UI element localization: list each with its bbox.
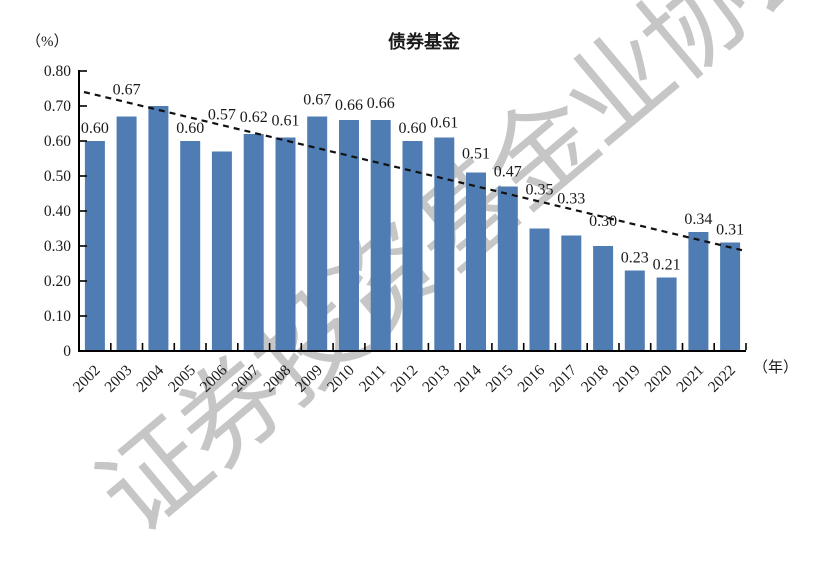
x-tick-label-2014: 2014 [451,362,485,396]
bar-2009 [307,116,328,351]
bar-2008 [275,137,296,351]
bar-value-label-2002: 0.60 [81,120,109,137]
x-axis-unit-label: （年） [753,360,799,376]
bar-2006 [211,151,232,351]
bar-2021 [688,232,709,351]
bar-chart-canvas: 0.600.670.600.57 0.62 0.610.67 0.66 0.660.60… [44,63,747,396]
y-axis-unit-label: （%） [26,34,69,50]
bar-value-label-2007: 0.62 [240,109,268,126]
y-tick-label: 0.70 [44,98,71,115]
bar-value-label-2018: 0.30 [589,213,617,230]
x-tick-label-2012: 2012 [387,362,421,396]
y-tick-label: 0 [63,343,71,360]
bar-2012 [402,141,423,351]
bar-value-label-2017: 0.33 [557,191,585,208]
bar-value-label-2021: 0.34 [684,211,712,228]
x-tick-label-2013: 2013 [419,362,453,396]
bar-2010 [339,120,359,351]
bar-value-label-2022: 0.31 [716,222,744,239]
bar-value-label-2019: 0.23 [621,250,649,267]
x-tick-label-2008: 2008 [260,362,294,396]
bar-2004 [148,106,169,351]
bar-value-label-2016: 0.35 [526,182,554,199]
x-tick-label-2016: 2016 [514,362,548,396]
bar-value-label-2013: 0.61 [430,115,458,132]
bar-2005 [180,141,201,351]
x-tick-label-2002: 2002 [70,362,104,396]
x-tick-label-2019: 2019 [610,362,644,396]
bar-2003 [116,116,137,351]
bar-value-label-2011: 0.66 [367,95,395,112]
bar-value-label-2014: 0.51 [462,146,490,163]
x-tick-label-2022: 2022 [705,362,739,396]
y-tick-label: 0.50 [44,168,71,185]
x-tick-label-2009: 2009 [292,362,326,396]
bar-value-label-2006: 0.57 [208,107,236,124]
bar-2016 [529,228,550,351]
x-tick-label-2003: 2003 [101,362,135,396]
bar-value-label-2009: 0.67 [303,92,331,109]
x-tick-label-2007: 2007 [229,362,263,396]
bar-value-label-2008: 0.61 [272,113,300,130]
bar-2017 [561,235,582,351]
bar-2002 [84,141,105,351]
bar-value-label-2012: 0.60 [399,120,427,137]
bar-value-label-2003: 0.67 [113,82,141,99]
bar-2014 [466,172,486,351]
y-tick-label: 0.10 [44,308,71,325]
bar-2015 [497,186,518,351]
bar-2007 [243,134,264,351]
y-tick-label: 0.80 [44,63,71,80]
bar-2020 [656,277,677,351]
y-tick-label: 0.60 [44,133,71,150]
bar-value-label-2005: 0.60 [176,120,204,137]
bar-2019 [624,270,645,351]
x-tick-label-2006: 2006 [197,362,231,396]
bar-2013 [434,137,455,351]
chart-title: 债券基金 [388,32,460,52]
bar-value-label-2015: 0.47 [494,164,522,181]
x-tick-label-2011: 2011 [356,362,390,396]
bar-value-label-2020: 0.21 [653,257,681,274]
bar-2018 [593,246,614,351]
x-tick-label-2005: 2005 [165,362,199,396]
x-tick-label-2021: 2021 [673,362,707,396]
x-tick-label-2015: 2015 [483,362,517,396]
x-tick-label-2010: 2010 [324,362,358,396]
bar-2022 [720,242,741,351]
x-tick-label-2018: 2018 [578,362,612,396]
axes [78,70,746,352]
x-tick-label-2017: 2017 [546,362,580,396]
x-tick-label-2020: 2020 [641,362,675,396]
bar-value-label-2010: 0.66 [335,97,363,114]
x-tick-label-2004: 2004 [133,362,167,396]
trendline-dashed [83,90,743,252]
bar-2011 [370,120,391,351]
y-tick-label: 0.40 [44,203,71,220]
y-tick-label: 0.30 [44,238,71,255]
y-tick-label: 0.20 [44,273,71,290]
